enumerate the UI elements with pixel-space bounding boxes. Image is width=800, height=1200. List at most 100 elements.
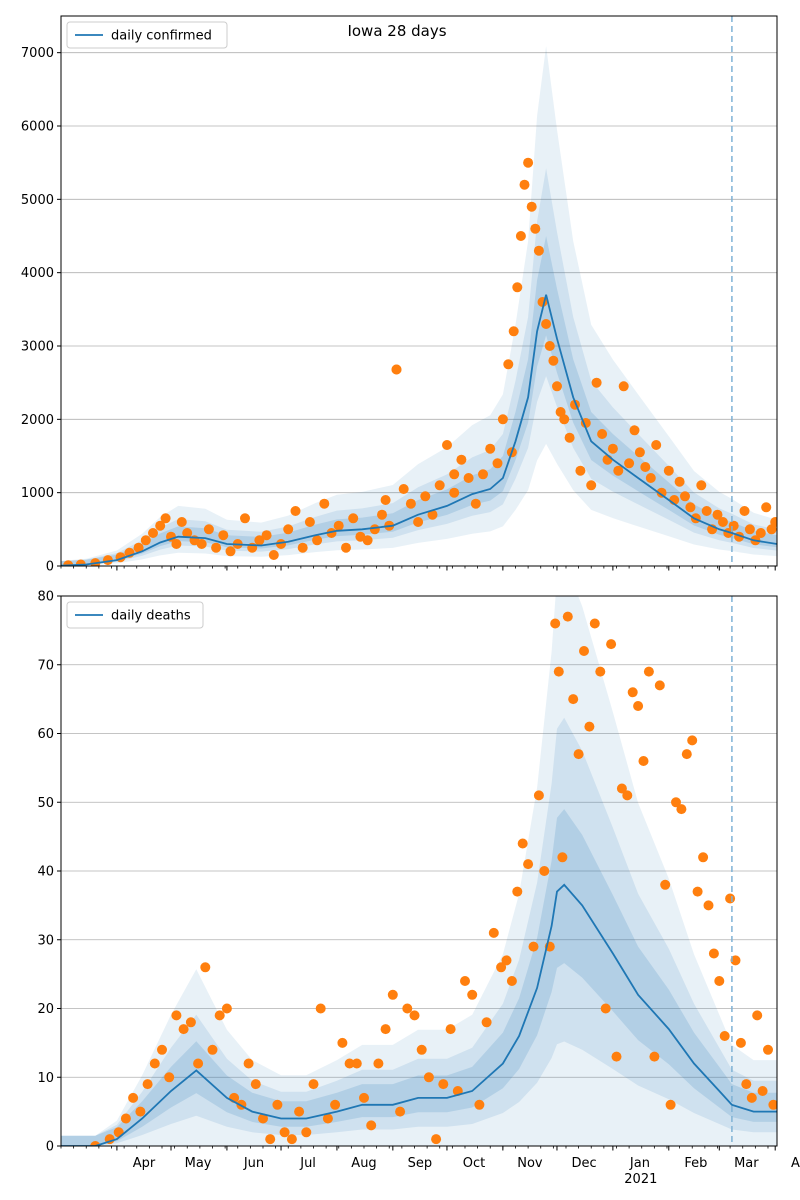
observed-point — [656, 487, 667, 498]
observed-point — [286, 1134, 297, 1145]
observed-point — [613, 465, 624, 476]
observed-point — [409, 1010, 420, 1021]
observed-point — [717, 517, 728, 527]
y-tick-label: 2000 — [21, 413, 54, 428]
observed-point — [607, 443, 618, 454]
observed-point — [638, 756, 649, 766]
observed-point — [160, 513, 171, 524]
uncertainty-band — [61, 717, 777, 1146]
observed-point — [696, 480, 707, 491]
observed-point — [497, 414, 508, 425]
observed-point — [463, 473, 474, 483]
observed-point — [575, 465, 586, 476]
observed-point — [351, 1058, 362, 1069]
y-tick-label: 0 — [46, 560, 54, 575]
observed-point — [770, 517, 777, 527]
observed-point — [261, 530, 272, 541]
y-tick-label: 5000 — [21, 193, 54, 208]
observed-point — [290, 506, 301, 516]
observed-point — [366, 1120, 377, 1131]
observed-point — [211, 542, 222, 553]
observed-point — [405, 498, 416, 509]
observed-point — [279, 1127, 290, 1138]
observed-point — [178, 1024, 189, 1035]
x-tick-label: Feb — [684, 1156, 707, 1171]
legend-label: daily deaths — [111, 609, 191, 624]
x-tick-label: Mar — [734, 1156, 759, 1171]
x-tick-label: May — [185, 1156, 212, 1171]
observed-point — [481, 1017, 492, 1028]
observed-point — [333, 520, 344, 531]
observed-point — [676, 804, 687, 815]
y-tick-label: 50 — [37, 796, 54, 811]
observed-point — [665, 1099, 676, 1110]
observed-point — [402, 1003, 413, 1014]
y-tick-label: 4000 — [21, 266, 54, 281]
observed-point — [698, 852, 709, 863]
y-tick-label: 60 — [37, 727, 54, 742]
observed-point — [467, 989, 478, 1000]
observed-point — [133, 542, 144, 553]
y-tick-label: 6000 — [21, 120, 54, 135]
y-tick-label: 20 — [37, 1002, 54, 1017]
observed-point — [600, 1003, 611, 1014]
y-tick-label: 30 — [37, 933, 54, 948]
observed-point — [763, 1044, 773, 1055]
observed-point — [681, 749, 692, 760]
observed-point — [627, 687, 638, 698]
observed-point — [728, 520, 739, 531]
observed-point — [221, 1003, 232, 1014]
deaths-chart-panel: 0 10 20 30 40 50 60 70 80 Apr May Jun Jul Aug Sep Oct No… — [37, 590, 800, 1188]
observed-point — [395, 1106, 406, 1117]
observed-point — [478, 469, 488, 480]
observed-point — [391, 364, 402, 375]
observed-point — [526, 201, 537, 212]
observed-point — [128, 1092, 139, 1103]
uncertainty-band — [61, 168, 777, 566]
observed-point — [589, 618, 600, 629]
observed-point — [330, 1099, 341, 1110]
median-line — [61, 883, 777, 1146]
observed-point — [203, 524, 214, 535]
observed-point — [120, 1113, 131, 1124]
observed-point — [149, 1058, 160, 1069]
observed-point — [616, 783, 627, 794]
observed-point — [164, 1072, 175, 1083]
observed-point — [752, 1010, 763, 1021]
observed-point — [416, 1044, 427, 1055]
observed-point — [533, 790, 544, 801]
observed-point — [622, 790, 633, 801]
observed-point — [714, 976, 725, 986]
observed-point — [434, 480, 445, 491]
legend: daily deaths — [66, 601, 204, 629]
legend-box — [66, 21, 228, 49]
observed-point — [654, 680, 665, 691]
observed-point — [744, 524, 755, 535]
observed-point — [508, 326, 519, 337]
observed-point — [272, 1099, 283, 1110]
observed-point — [725, 893, 736, 904]
observed-point — [148, 528, 158, 538]
observed-point — [315, 1003, 326, 1014]
observed-point — [492, 458, 503, 469]
observed-point — [348, 513, 359, 524]
observed-point — [470, 498, 481, 509]
observed-point — [380, 495, 391, 505]
observed-point — [485, 443, 496, 454]
observed-point — [337, 1037, 348, 1048]
uncertainty-band — [61, 809, 777, 1146]
observed-point — [438, 1079, 449, 1090]
observed-point — [200, 962, 211, 973]
observed-point — [506, 976, 517, 986]
observed-point — [377, 509, 387, 520]
x-tick-label: Apr — [133, 1156, 156, 1171]
observed-point — [182, 528, 193, 538]
observed-point — [196, 539, 207, 549]
observed-point — [319, 498, 330, 509]
observed-point — [268, 550, 279, 560]
observed-point — [761, 502, 772, 513]
observed-point — [643, 666, 654, 677]
observed-point — [297, 542, 308, 553]
observed-point — [618, 381, 629, 392]
observed-point — [611, 1051, 622, 1062]
